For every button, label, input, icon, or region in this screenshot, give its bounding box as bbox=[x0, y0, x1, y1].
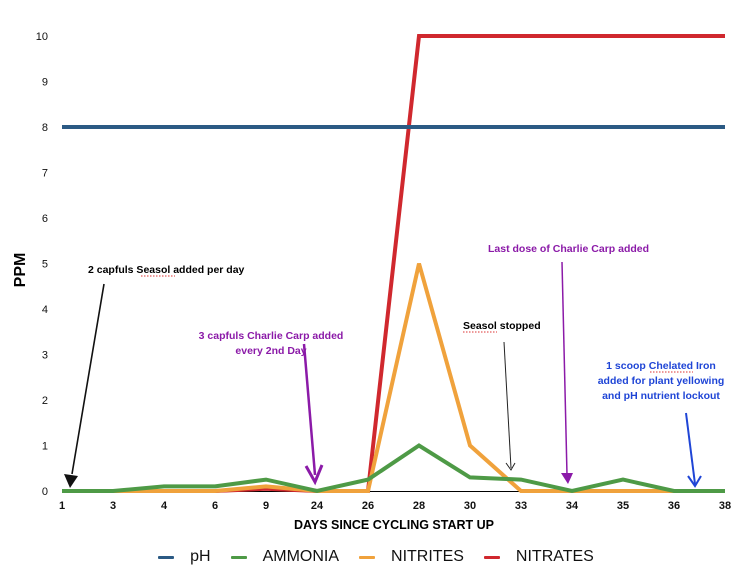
legend-item-ph: pH bbox=[158, 548, 211, 566]
y-tick-label: 10 bbox=[36, 31, 48, 43]
legend-swatch-icon bbox=[483, 555, 500, 559]
y-axis-ticks: 0 1 2 3 4 5 6 7 8 9 10 bbox=[36, 31, 48, 498]
x-tick-label: 9 bbox=[263, 500, 269, 512]
y-tick-label: 1 bbox=[42, 441, 48, 453]
x-tick-label: 4 bbox=[161, 500, 168, 512]
x-tick-label: 36 bbox=[668, 500, 680, 512]
spellcheck-underlines bbox=[141, 275, 693, 373]
seasol-arrow bbox=[71, 283, 105, 475]
iron-arrowhead-icon bbox=[687, 475, 702, 488]
x-axis-label: DAYS SINCE CYCLING START UP bbox=[294, 518, 494, 532]
seasol-stopped-arrow bbox=[503, 341, 512, 469]
y-tick-label: 0 bbox=[42, 486, 48, 498]
last-dose-arrow bbox=[561, 261, 568, 476]
legend-label: NITRATES bbox=[515, 548, 594, 565]
x-tick-label: 6 bbox=[212, 500, 218, 512]
x-tick-label: 24 bbox=[311, 500, 324, 512]
annotation-arrows bbox=[64, 261, 702, 488]
y-tick-label: 2 bbox=[42, 395, 48, 407]
x-tick-label: 38 bbox=[719, 500, 731, 512]
chart-legend: pH AMMONIA NITRITES NITRATES bbox=[0, 548, 752, 566]
x-tick-label: 3 bbox=[110, 500, 116, 512]
y-tick-label: 6 bbox=[42, 213, 48, 225]
x-tick-label: 1 bbox=[59, 500, 65, 512]
y-tick-label: 8 bbox=[42, 122, 48, 134]
annotation-last-dose: Last dose of Charlie Carp added bbox=[488, 243, 649, 255]
annotation-carp-line1: 3 capfuls Charlie Carp added bbox=[199, 330, 344, 342]
y-axis-label: PPM bbox=[12, 253, 29, 288]
x-tick-label: 33 bbox=[515, 500, 527, 512]
legend-swatch-icon bbox=[359, 555, 376, 559]
x-tick-label: 30 bbox=[464, 500, 476, 512]
carp-arrowhead-icon bbox=[304, 464, 324, 486]
iron-arrow bbox=[685, 412, 696, 485]
annotation-seasol-stopped: Seasol stopped bbox=[463, 320, 541, 332]
legend-swatch-icon bbox=[230, 555, 247, 559]
series-line-ammonia bbox=[62, 443, 725, 494]
x-tick-label: 35 bbox=[617, 500, 629, 512]
annotation-iron-line2: added for plant yellowing bbox=[598, 375, 725, 387]
y-tick-label: 9 bbox=[42, 77, 48, 89]
y-tick-label: 3 bbox=[42, 350, 48, 362]
annotation-iron-line1: 1 scoop Chelated Iron bbox=[606, 360, 716, 372]
legend-item-nitrates: NITRATES bbox=[483, 548, 594, 566]
x-axis-ticks: 1 3 4 6 9 24 26 28 30 33 34 35 36 38 bbox=[59, 500, 731, 512]
seasol-arrowhead-icon bbox=[64, 474, 78, 488]
x-tick-label: 34 bbox=[566, 500, 579, 512]
last-dose-arrowhead-icon bbox=[561, 473, 573, 484]
annotation-iron-line3: and pH nutrient lockout bbox=[602, 390, 720, 402]
legend-item-nitrites: NITRITES bbox=[359, 548, 464, 566]
legend-label: pH bbox=[190, 548, 211, 565]
x-tick-label: 28 bbox=[413, 500, 425, 512]
annotation-seasol-added: 2 capfuls Seasol added per day bbox=[88, 264, 245, 276]
carp-arrow bbox=[302, 343, 317, 476]
legend-item-ammonia: AMMONIA bbox=[230, 548, 340, 566]
y-tick-label: 5 bbox=[42, 259, 48, 271]
legend-label: NITRITES bbox=[391, 548, 464, 565]
y-tick-label: 7 bbox=[42, 168, 48, 180]
y-tick-label: 4 bbox=[42, 304, 48, 316]
series-line-nitrites bbox=[62, 262, 725, 493]
legend-label: AMMONIA bbox=[262, 548, 340, 565]
series-lines bbox=[62, 34, 725, 494]
legend-swatch-icon bbox=[158, 555, 175, 559]
seasol-stopped-arrowhead-icon bbox=[505, 462, 516, 471]
x-tick-label: 26 bbox=[362, 500, 374, 512]
annotation-carp-line2: every 2nd Day bbox=[235, 345, 306, 357]
